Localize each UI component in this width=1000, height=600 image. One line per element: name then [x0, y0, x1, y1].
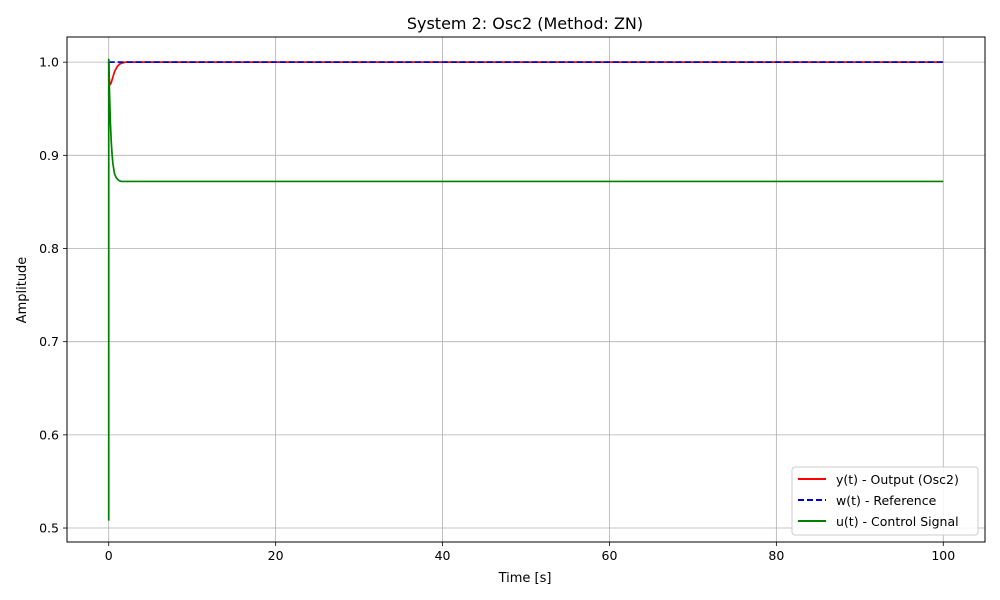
x-tick-label: 20	[268, 548, 284, 563]
y-tick-label: 1.0	[39, 55, 59, 70]
x-axis-ticks: 0 20 40 60 80 100	[105, 542, 955, 563]
x-tick-label: 0	[105, 548, 113, 563]
x-tick-label: 60	[602, 548, 618, 563]
y-tick-label: 0.7	[39, 334, 59, 349]
chart-title: System 2: Osc2 (Method: ZN)	[407, 14, 643, 33]
y-axis-label: Amplitude	[15, 257, 30, 324]
legend-label-output: y(t) - Output (Osc2)	[836, 472, 959, 487]
control-signal-line	[107, 58, 944, 521]
legend-label-control: u(t) - Control Signal	[836, 514, 959, 529]
legend-box	[791, 466, 979, 536]
y-tick-label: 0.9	[39, 148, 59, 163]
x-axis-label: Time [s]	[498, 571, 552, 586]
x-tick-label: 40	[435, 548, 451, 563]
x-tick-label: 80	[768, 548, 784, 563]
x-tick-label: 100	[931, 548, 955, 563]
y-tick-label: 0.5	[39, 521, 59, 536]
y-tick-label: 0.8	[39, 241, 59, 256]
legend-label-reference: w(t) - Reference	[836, 493, 937, 508]
y-tick-label: 0.6	[39, 427, 59, 442]
y-axis-ticks: 0.5 0.6 0.7 0.8 0.9 1.0	[39, 55, 67, 536]
plot-lines	[107, 58, 944, 521]
legend: y(t) - Output (Osc2) w(t) - Reference u(…	[791, 466, 979, 536]
plot-frame	[66, 36, 986, 543]
